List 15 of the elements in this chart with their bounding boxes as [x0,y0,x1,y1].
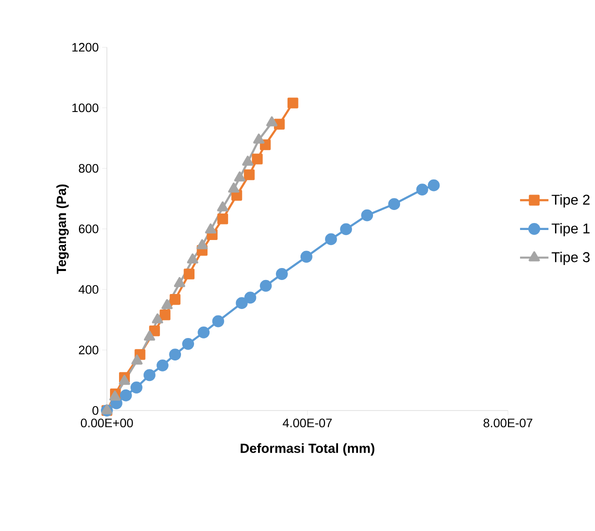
x-tick-label: 4.00E-07 [282,418,332,428]
legend-label: Tipe 1 [552,223,590,236]
x-axis-title: Deformasi Total (mm) [240,443,374,456]
y-tick-label: 200 [78,346,98,355]
y-tick-label: 1000 [72,104,98,112]
y-tick-label: 600 [78,224,98,234]
legend-label: Tipe 2 [552,194,590,208]
legend-label: Tipe 3 [552,252,590,266]
y-tick-label: 800 [78,164,98,173]
x-tick-label: 8.00E-07 [484,418,532,428]
y-tick-label: 400 [78,285,98,294]
x-tick-label: 0.00E+00 [80,418,133,428]
y-tick-label: 0 [92,406,98,416]
y-tick-label: 1200 [72,43,98,52]
y-axis-title: Tegangan (Pa) [56,184,69,274]
